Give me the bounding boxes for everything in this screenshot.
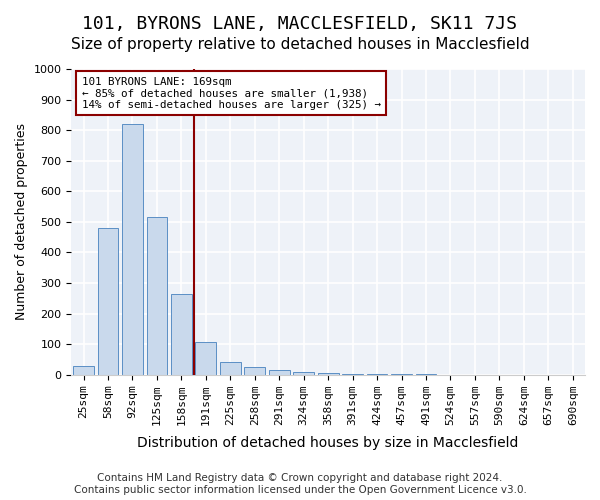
Bar	[220, 362, 241, 374]
Bar	[146, 217, 167, 374]
Bar	[196, 342, 216, 374]
Bar	[318, 373, 338, 374]
Bar	[293, 372, 314, 374]
Bar	[122, 124, 143, 374]
Text: Contains HM Land Registry data © Crown copyright and database right 2024.
Contai: Contains HM Land Registry data © Crown c…	[74, 474, 526, 495]
Bar	[269, 370, 290, 374]
Y-axis label: Number of detached properties: Number of detached properties	[15, 124, 28, 320]
Bar	[73, 366, 94, 374]
Bar	[171, 294, 192, 374]
Text: Size of property relative to detached houses in Macclesfield: Size of property relative to detached ho…	[71, 38, 529, 52]
Bar	[244, 367, 265, 374]
Text: 101, BYRONS LANE, MACCLESFIELD, SK11 7JS: 101, BYRONS LANE, MACCLESFIELD, SK11 7JS	[83, 15, 517, 33]
X-axis label: Distribution of detached houses by size in Macclesfield: Distribution of detached houses by size …	[137, 436, 519, 450]
Text: 101 BYRONS LANE: 169sqm
← 85% of detached houses are smaller (1,938)
14% of semi: 101 BYRONS LANE: 169sqm ← 85% of detache…	[82, 76, 380, 110]
Bar	[98, 228, 118, 374]
